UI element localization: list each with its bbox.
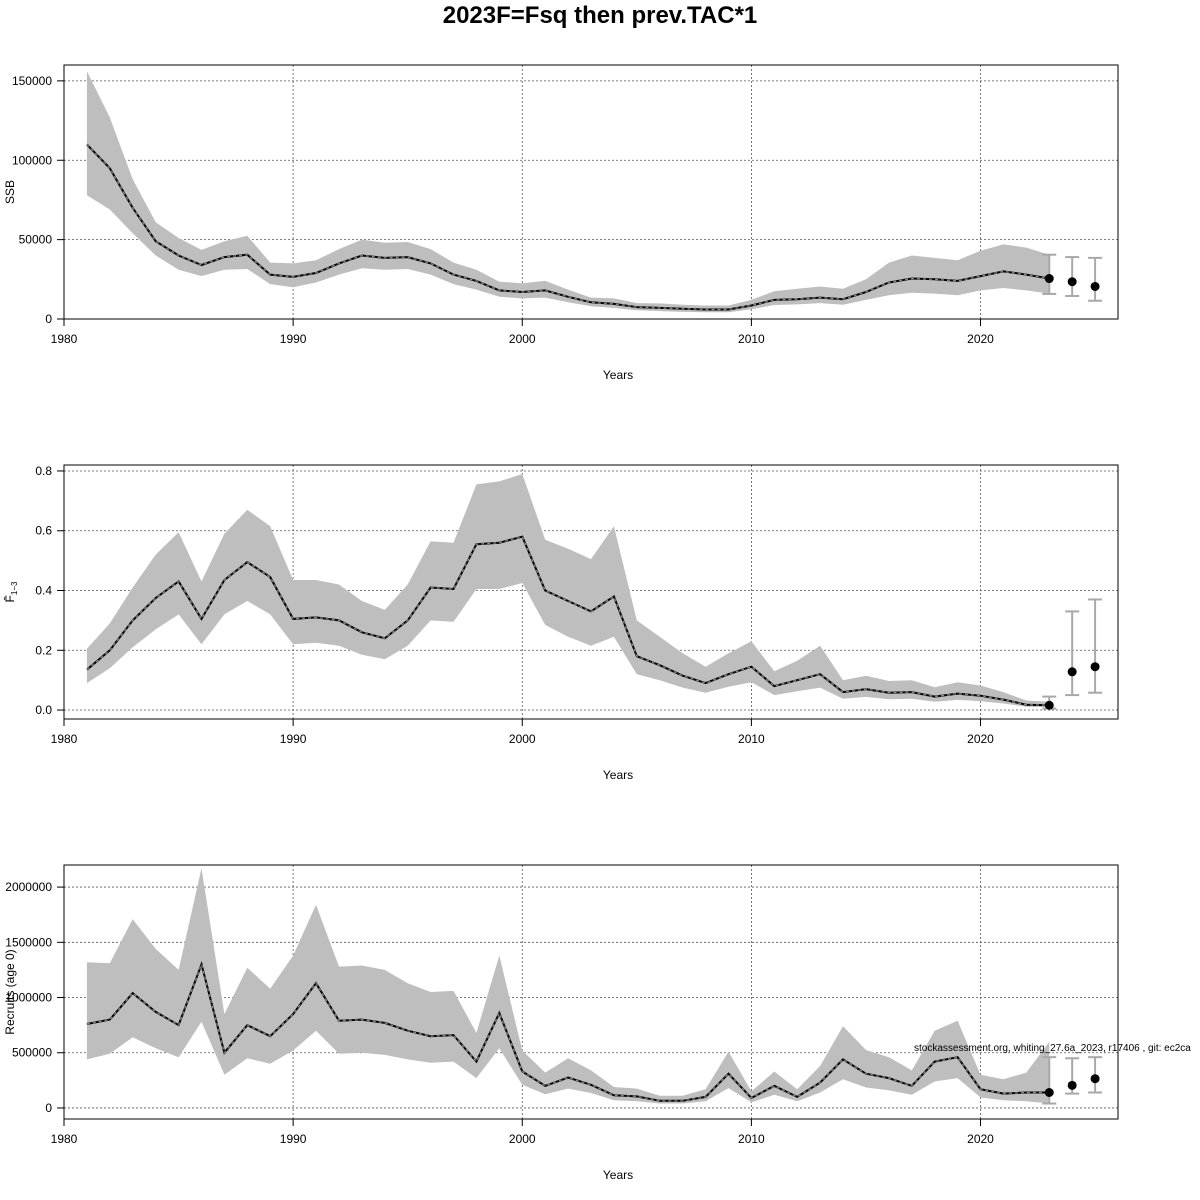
x-tick-label: 1990 <box>280 332 307 346</box>
confidence-band <box>86 474 1050 707</box>
x-tick-label: 2010 <box>738 1132 765 1146</box>
panel-recruits: 1980 1990 2000 2010 2020 0 500000 1000000 150000… <box>3 864 1119 1182</box>
estimate-line-dash <box>86 143 1050 311</box>
x-tick-label: 1990 <box>280 732 307 746</box>
y-tick-label: 50000 <box>19 233 53 247</box>
x-tick-label: 2020 <box>967 732 994 746</box>
x-tick-label: 1990 <box>280 1132 307 1146</box>
y-tick-label: 0 <box>45 312 52 326</box>
projection-point <box>1044 1087 1054 1097</box>
x-tick-label: 1980 <box>51 1132 78 1146</box>
estimate-line-dash <box>86 535 1050 706</box>
x-axis-label: Years <box>603 768 633 782</box>
y-tick-label: 150000 <box>12 74 52 88</box>
y-tick-label: 0.8 <box>35 464 52 478</box>
projection-2023 <box>1042 1056 1057 1105</box>
projection-2023 <box>1042 253 1057 295</box>
projection-point <box>1044 274 1054 284</box>
estimate-line-dash <box>86 962 1050 1102</box>
x-axis-label: Years <box>603 1168 633 1182</box>
projection-2024 <box>1065 1057 1080 1095</box>
x-tick-label: 2010 <box>738 732 765 746</box>
y-tick-label: 0 <box>45 1101 52 1115</box>
y-axis-label: SSB <box>3 180 17 204</box>
panel-fbar: 1980 1990 2000 2010 2020 0.0 0.2 0.4 0.6 0.8 Years… <box>3 464 1119 782</box>
y-tick-label: 0.2 <box>35 643 52 657</box>
y-tick-label: 2000000 <box>5 880 52 894</box>
x-tick-label: 2020 <box>967 332 994 346</box>
confidence-band <box>86 868 1050 1104</box>
x-tick-label: 2020 <box>967 1132 994 1146</box>
x-axis-label: Years <box>603 368 633 382</box>
projection-point <box>1067 667 1077 677</box>
projection-point <box>1090 662 1100 672</box>
y-tick-label: 0.6 <box>35 524 52 538</box>
footer-note: stockassessment.org, whiting_27.6a_2023,… <box>914 1043 1191 1054</box>
y-tick-label: 100000 <box>12 153 52 167</box>
projection-2023 <box>1042 695 1057 710</box>
projection-point <box>1090 1074 1100 1084</box>
projection-point <box>1090 281 1100 291</box>
main-title: 2023F=Fsq then prev.TAC*1 <box>442 2 758 29</box>
y-tick-label: 500000 <box>12 1046 52 1060</box>
projection-2025 <box>1088 598 1103 694</box>
y-axis-label-main: F̄ <box>3 595 17 602</box>
y-axis-label: Recruits (age 0) <box>3 949 17 1034</box>
x-tick-label: 1980 <box>51 332 78 346</box>
x-tick-label: 1980 <box>51 732 78 746</box>
projection-2024 <box>1065 610 1080 697</box>
projection-2025 <box>1088 256 1103 302</box>
x-tick-label: 2000 <box>509 332 536 346</box>
y-tick-label: 1000000 <box>5 991 52 1005</box>
projection-2025 <box>1088 1056 1103 1094</box>
plot-frame <box>63 64 1119 320</box>
y-tick-label: 0.0 <box>35 703 52 717</box>
x-tick-label: 2000 <box>509 732 536 746</box>
x-tick-label: 2000 <box>509 1132 536 1146</box>
projection-2024 <box>1065 256 1080 297</box>
y-tick-label: 1500000 <box>5 935 52 949</box>
y-axis-label: F̄1−3 <box>3 581 19 602</box>
plot-frame <box>63 864 1119 1120</box>
x-tick-label: 2010 <box>738 332 765 346</box>
projection-point <box>1067 1080 1077 1090</box>
y-tick-label: 0.4 <box>35 584 52 598</box>
projection-point <box>1044 700 1054 710</box>
plot-frame <box>63 464 1119 720</box>
confidence-band <box>86 71 1050 313</box>
panel-ssb: 1980 1990 2000 2010 2020 0 50000 100000 150000 Ye… <box>3 64 1119 382</box>
projection-point <box>1067 277 1077 287</box>
y-axis-label-sub: 1−3 <box>10 581 19 595</box>
